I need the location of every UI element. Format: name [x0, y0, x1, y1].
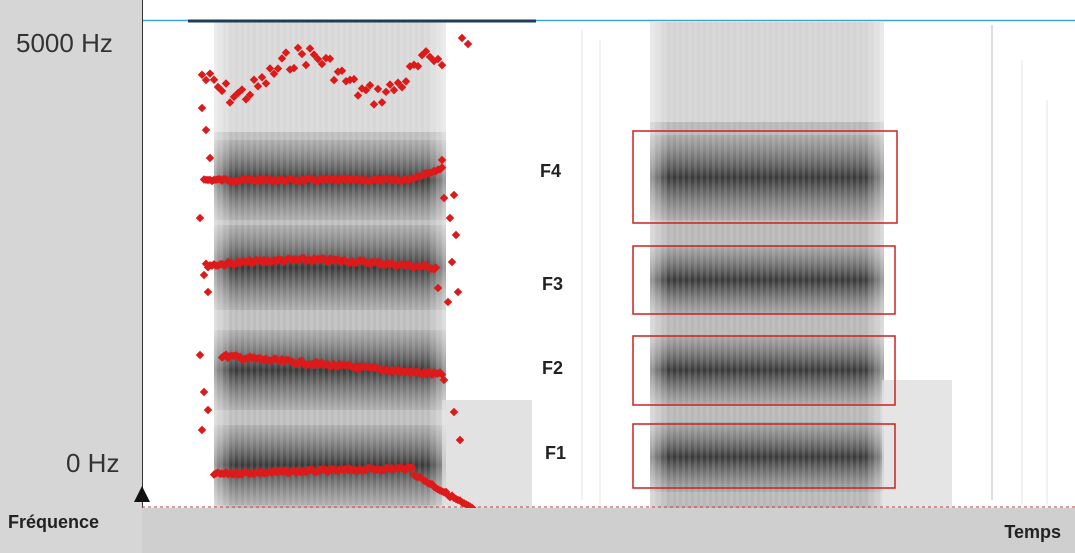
formant-marker — [217, 86, 227, 96]
formant-marker — [273, 64, 283, 73]
y-axis-max-label: 5000 Hz — [16, 28, 113, 58]
formant-marker — [293, 43, 303, 53]
f3-highlight-box — [632, 245, 896, 315]
formant-marker — [407, 463, 417, 472]
formant-marker — [389, 85, 399, 95]
formant-marker — [421, 47, 431, 56]
axis-corner — [0, 508, 142, 553]
f4-highlight-box — [632, 130, 898, 224]
formant-marker — [401, 77, 411, 86]
formant-marker — [289, 63, 299, 73]
spectrogram-segment-2 — [650, 22, 952, 508]
formant-marker — [203, 287, 213, 297]
y-axis-min-label: 0 Hz — [66, 448, 120, 478]
formant-marker — [277, 54, 287, 63]
formant-marker — [349, 74, 359, 84]
formant-label-f3: F3 — [542, 274, 564, 294]
formant-marker — [261, 79, 271, 88]
f2-highlight-box — [632, 335, 896, 406]
formant-marker — [225, 98, 235, 107]
formant-marker — [257, 72, 267, 82]
formant-marker — [449, 407, 459, 417]
formant-marker — [199, 387, 209, 397]
formant-marker — [313, 54, 323, 64]
formant-tracks — [195, 33, 477, 508]
formant-marker — [269, 69, 279, 78]
spectrogram-plot — [142, 0, 1075, 508]
formant-marker — [377, 98, 387, 107]
formant-marker — [337, 66, 347, 75]
formant-marker — [245, 90, 255, 100]
formant-marker — [197, 103, 207, 113]
formant-marker — [353, 91, 363, 100]
formant-marker — [449, 190, 459, 200]
frequency-axis-title: Fréquence — [8, 512, 100, 532]
formant-marker — [445, 213, 455, 223]
formant-marker — [205, 153, 215, 163]
formant-marker — [317, 59, 327, 69]
formant-marker — [197, 425, 207, 435]
formant-marker — [369, 100, 379, 109]
formant-marker — [209, 75, 219, 84]
formant-marker — [381, 87, 391, 97]
formant-marker — [373, 84, 383, 94]
formant-marker — [439, 375, 449, 385]
formant-marker — [463, 39, 473, 49]
formant-marker — [221, 79, 231, 88]
formant-label-f1: F1 — [545, 443, 567, 463]
time-axis-panel — [142, 508, 1075, 553]
frequency-axis-panel — [0, 0, 142, 508]
formant-marker — [447, 257, 457, 267]
formant-marker — [457, 33, 467, 43]
f1-highlight-box — [632, 423, 896, 489]
formant-marker — [365, 81, 375, 90]
formant-marker — [199, 270, 209, 280]
formant-marker — [361, 85, 371, 95]
formant-marker — [443, 297, 453, 307]
formant-marker — [201, 125, 211, 135]
formant-marker — [455, 435, 465, 445]
formant-marker — [439, 193, 449, 203]
formant-marker — [241, 95, 251, 104]
formant-marker — [309, 50, 319, 59]
formant-marker — [453, 287, 463, 297]
formant-marker — [437, 155, 447, 165]
formant-marker — [329, 75, 339, 85]
formant-marker — [203, 405, 213, 415]
formant-marker — [281, 48, 291, 57]
formant-marker — [437, 163, 447, 172]
axis-origin-arrow-icon — [134, 486, 150, 502]
formant-marker — [397, 83, 407, 92]
formant-marker — [451, 230, 461, 240]
time-axis-title: Temps — [1004, 522, 1061, 542]
formant-marker — [385, 80, 395, 89]
formant-marker — [237, 85, 247, 94]
formant-label-f4: F4 — [540, 161, 562, 181]
formant-marker — [265, 64, 275, 73]
formant-marker — [467, 503, 477, 508]
formant-marker — [253, 81, 263, 91]
formant-marker — [305, 44, 315, 53]
formant-marker — [431, 263, 441, 272]
formant-marker — [437, 60, 447, 70]
formant-marker — [195, 350, 205, 360]
formant-marker — [249, 75, 259, 84]
formant-marker — [325, 54, 335, 64]
formant-marker — [393, 78, 403, 87]
formant-marker — [297, 49, 307, 59]
formant-marker — [433, 54, 443, 64]
background-noise — [581, 25, 1048, 505]
formant-label-f2: F2 — [542, 358, 564, 378]
formant-marker — [433, 283, 443, 293]
formant-marker — [195, 213, 205, 223]
formant-marker — [205, 69, 215, 78]
